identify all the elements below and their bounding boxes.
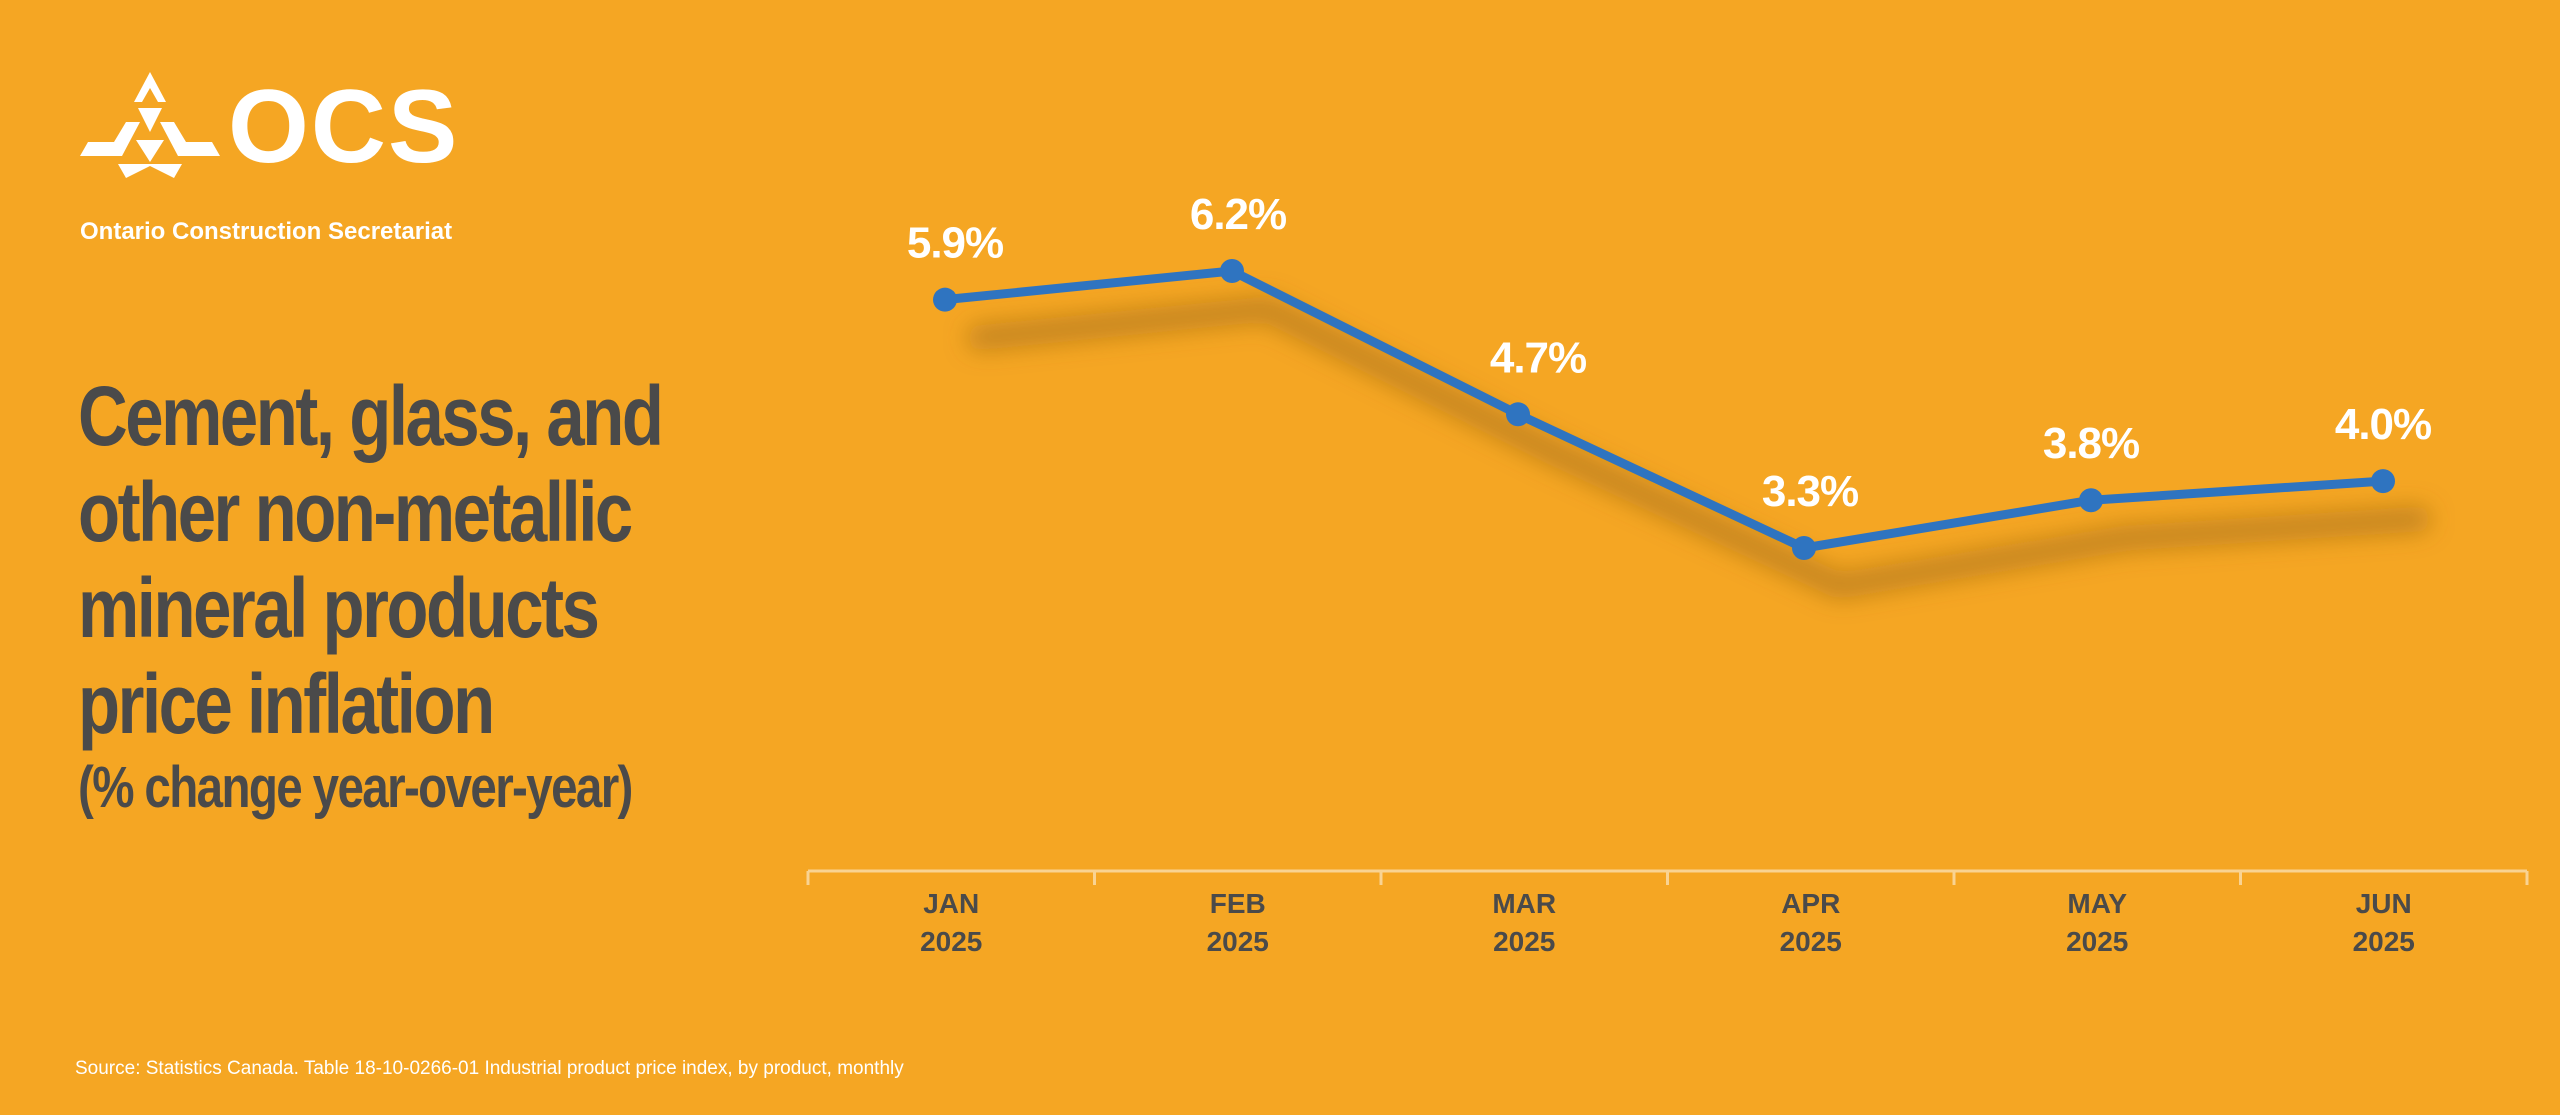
ocs-logo: OCS xyxy=(80,70,459,185)
data-label: 6.2% xyxy=(1190,190,1286,239)
data-point xyxy=(933,287,957,312)
x-tick-label: MAY 2025 xyxy=(2066,888,2128,957)
x-tick-label-line: 2025 xyxy=(1493,926,1555,957)
logo-organization-name: Ontario Construction Secretariat xyxy=(80,218,453,245)
ocs-logo-text: OCS xyxy=(228,70,459,185)
data-label: 3.8% xyxy=(2043,419,2139,468)
line-shadow xyxy=(967,296,2431,599)
data-point xyxy=(1506,402,1530,427)
x-tick-label-line: APR xyxy=(1781,888,1840,919)
x-tick-label-line: 2025 xyxy=(1780,926,1842,957)
data-point xyxy=(1792,536,1816,560)
x-axis-labels: JAN 2025 FEB 2025 MAR 2025 APR 2025 MAY 2025 JUN 20… xyxy=(920,888,2415,957)
x-tick-label-line: 2025 xyxy=(1207,926,1269,957)
source-note: Source: Statistics Canada. Table 18-10-0… xyxy=(75,1058,904,1079)
x-tick-label: JAN 2025 xyxy=(920,888,982,957)
x-tick-label-line: 2025 xyxy=(2353,926,2415,957)
x-tick-label-line: JUN xyxy=(2356,888,2412,919)
x-tick-label: FEB 2025 xyxy=(1207,888,1269,957)
x-tick-label: MAR 2025 xyxy=(1492,888,1556,957)
chart-title: Cement, glass, and other non-metallic mi… xyxy=(78,369,664,751)
x-tick-label: JUN 2025 xyxy=(2353,888,2415,957)
x-tick-label-line: MAY xyxy=(2067,888,2127,919)
series-points xyxy=(933,259,2395,560)
x-axis-ticks xyxy=(806,871,2529,885)
x-tick-label-line: FEB xyxy=(1210,888,1266,919)
series-shadow-path xyxy=(967,296,2431,599)
series-line xyxy=(940,266,2388,553)
x-tick-label-line: JAN xyxy=(923,888,979,919)
data-labels: 5.9% 6.2% 4.7% 3.3% 3.8% 4.0% xyxy=(907,190,2432,516)
series-line-path xyxy=(940,266,2388,553)
data-label: 4.0% xyxy=(2335,400,2431,449)
data-label: 3.3% xyxy=(1762,467,1858,516)
x-tick-label: APR 2025 xyxy=(1780,888,1842,957)
x-tick-label-line: 2025 xyxy=(2066,926,2128,957)
data-point xyxy=(1220,259,1244,283)
data-point xyxy=(2371,469,2395,494)
data-point xyxy=(2079,488,2103,513)
data-label: 5.9% xyxy=(907,219,1003,268)
x-tick-label-line: MAR xyxy=(1492,888,1556,919)
title-block: Cement, glass, and other non-metallic mi… xyxy=(78,368,778,821)
x-tick-label-line: 2025 xyxy=(920,926,982,957)
chart-subtitle: (% change year-over-year) xyxy=(78,755,633,820)
data-label: 4.7% xyxy=(1490,333,1586,382)
ocs-emblem-icon xyxy=(80,72,220,178)
